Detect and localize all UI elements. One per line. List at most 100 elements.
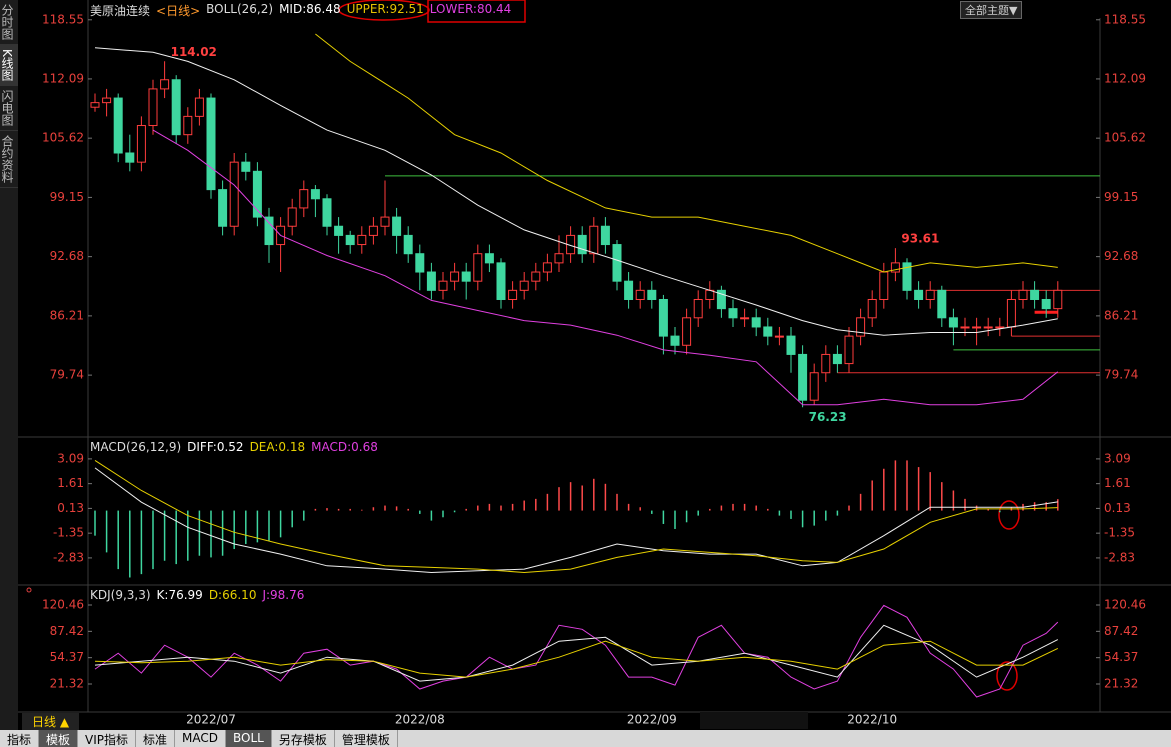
theme-select[interactable]: 全部主题▼	[960, 1, 1023, 19]
y-tick-label: 87.42	[50, 624, 84, 638]
y-tick-label-right: 86.21	[1104, 308, 1138, 322]
candle-body	[403, 234, 413, 255]
indicator-line	[315, 33, 1058, 273]
candle-body	[890, 262, 900, 273]
candle-body	[322, 198, 332, 227]
candle-body	[554, 253, 564, 264]
candle-body	[542, 262, 552, 273]
highlight-oval	[338, 0, 430, 21]
candle-body	[902, 262, 912, 291]
x-tick-label: 2022/08	[395, 713, 445, 727]
candle-body	[1053, 289, 1063, 310]
macd-header: MACD(26,12,9) DIFF:0.52 DEA:0.18 MACD:0.68	[90, 440, 378, 454]
y-tick-label-right: 1.61	[1104, 476, 1131, 490]
sidebar-tab[interactable]: K线图	[0, 45, 18, 86]
candle-body	[461, 271, 471, 282]
header-text: MID:86.48	[279, 2, 341, 16]
indicator-line	[94, 467, 1058, 574]
candle-body	[508, 289, 518, 300]
y-tick-label-right: 112.09	[1104, 71, 1146, 85]
y-tick-label: -2.83	[53, 550, 84, 564]
panel-icon	[26, 587, 32, 593]
y-tick-label: 120.46	[42, 598, 84, 612]
candle-body	[960, 326, 970, 329]
y-tick-label: 86.21	[50, 308, 84, 322]
y-tick-label: 79.74	[50, 368, 84, 382]
y-tick-label-right: 21.32	[1104, 677, 1138, 691]
candle-body	[658, 298, 668, 337]
mask-block	[700, 712, 808, 729]
sidebar-tab[interactable]: 合约资料	[0, 131, 18, 188]
candle-body	[380, 216, 390, 227]
x-tick-label: 2022/10	[847, 713, 897, 727]
candle-body	[635, 289, 645, 300]
tab[interactable]: BOLL	[226, 730, 272, 747]
candle-body	[519, 280, 529, 291]
tab[interactable]: VIP指标	[78, 730, 137, 747]
candle-body	[624, 280, 634, 300]
candle-body	[937, 289, 947, 319]
candle-body	[740, 317, 750, 320]
candle-body	[252, 170, 262, 218]
candle-body	[589, 225, 599, 255]
candle-body	[1006, 298, 1016, 328]
candle-body	[682, 317, 692, 346]
tab[interactable]: 管理模板	[335, 730, 398, 747]
period-select[interactable]: 日线 ▲	[22, 713, 80, 730]
candle-body	[531, 271, 541, 282]
y-tick-label: 1.61	[57, 476, 84, 490]
candle-body	[577, 234, 587, 255]
candle-body	[438, 280, 448, 291]
price-annotation: 93.61	[901, 232, 939, 246]
y-tick-label: 54.37	[50, 650, 84, 664]
header-text: MACD:0.68	[311, 440, 378, 454]
indicator-line	[94, 459, 1058, 574]
candle-body	[925, 289, 935, 300]
candle-body	[612, 244, 622, 282]
sidebar: 分时图 K线图 闪电图 合约资料	[0, 0, 18, 730]
y-tick-label-right: 0.13	[1104, 501, 1131, 515]
candle-body	[914, 289, 924, 300]
tab[interactable]: 模板	[39, 730, 79, 747]
candle-body	[786, 335, 796, 355]
y-tick-label-right: 54.37	[1104, 650, 1138, 664]
tab[interactable]: 另存模板	[272, 730, 335, 747]
candle-body	[763, 326, 773, 337]
indicator-line	[152, 129, 1059, 406]
candle-body	[647, 289, 657, 300]
candle-body	[310, 189, 320, 200]
tab[interactable]: 标准	[136, 730, 176, 747]
header-text: KDJ(9,3,3)	[90, 588, 151, 602]
y-tick-label-right: 120.46	[1104, 598, 1146, 612]
y-tick-label-right: 87.42	[1104, 624, 1138, 638]
y-tick-label: -1.35	[53, 526, 84, 540]
candle-body	[183, 115, 193, 136]
candle-body	[334, 225, 344, 236]
candle-body	[948, 317, 958, 328]
candle-body	[171, 79, 181, 136]
tab[interactable]: MACD	[175, 730, 227, 747]
candle-body	[345, 234, 355, 246]
indicator-line	[94, 47, 1058, 336]
candle-body	[113, 97, 123, 154]
indicator-line	[94, 604, 1059, 698]
candle-body	[821, 353, 831, 374]
candle-body	[357, 234, 367, 246]
indicator-line	[94, 640, 1059, 678]
sidebar-tab[interactable]: 分时图	[0, 0, 18, 45]
y-tick-label: 99.15	[50, 190, 84, 204]
candle-body	[972, 326, 982, 329]
candle-body	[194, 97, 204, 117]
candle-body	[102, 97, 112, 104]
candle-body	[1030, 289, 1040, 300]
y-tick-label: 112.09	[42, 71, 84, 85]
candle-body	[995, 326, 1005, 329]
y-tick-label-right: 105.62	[1104, 131, 1146, 145]
candle-body	[148, 88, 158, 127]
y-tick-label: 92.68	[50, 249, 84, 263]
header-text: UPPER:92.51	[346, 2, 424, 16]
tab[interactable]: 指标	[0, 730, 40, 747]
candle-body	[844, 335, 854, 365]
sidebar-tab[interactable]: 闪电图	[0, 86, 18, 131]
